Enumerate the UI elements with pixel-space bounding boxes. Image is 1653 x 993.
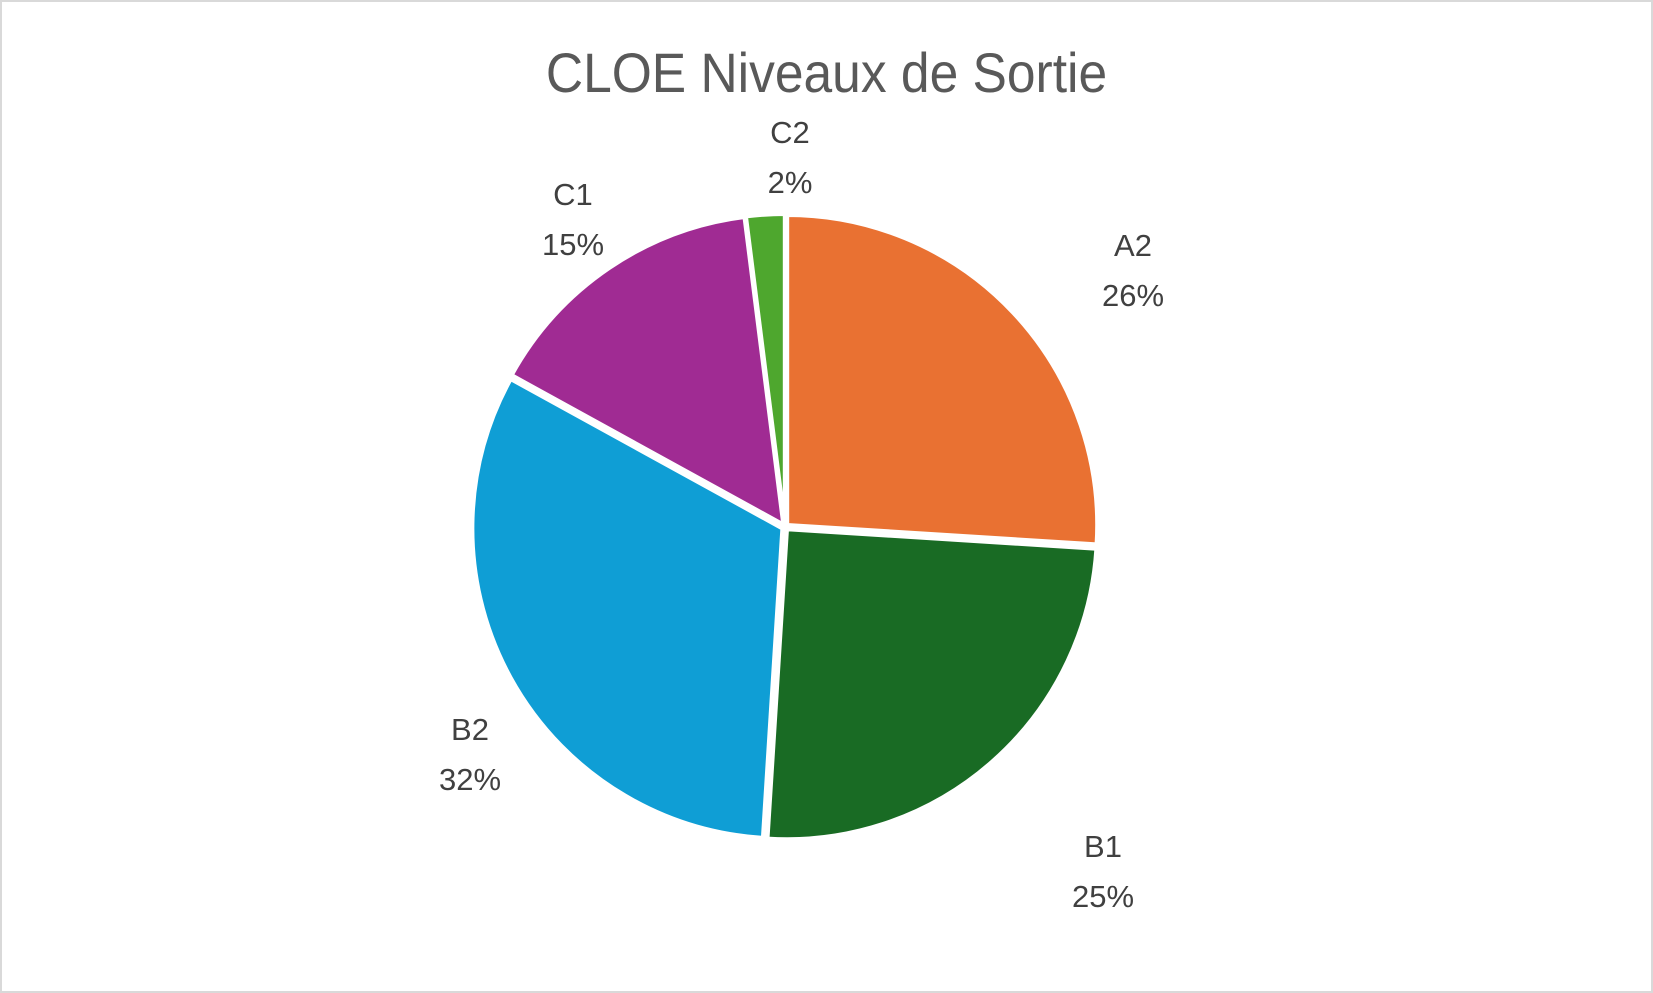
- label-c2: C2 2%: [720, 108, 860, 208]
- label-b1-name: B1: [1084, 829, 1122, 864]
- label-b2: B2 32%: [400, 705, 540, 805]
- label-b1: B1 25%: [1033, 822, 1173, 922]
- label-c2-pct: 2%: [767, 165, 813, 200]
- pie-slices: [470, 212, 1100, 842]
- label-b2-name: B2: [451, 712, 489, 747]
- pie-slice-a2: [785, 212, 1100, 547]
- pie-slice-c2: [743, 212, 787, 525]
- chart-title: CLOE Niveaux de Sortie: [545, 41, 1108, 104]
- label-a2: A2 26%: [1063, 221, 1203, 321]
- label-a2-name: A2: [1114, 228, 1152, 263]
- pie-slice-c1: [508, 214, 786, 529]
- label-c1: C1 15%: [503, 170, 643, 270]
- label-c1-name: C1: [553, 177, 593, 212]
- label-b2-pct: 32%: [438, 762, 502, 797]
- pie-slice-b2: [470, 376, 785, 840]
- label-c2-name: C2: [770, 115, 810, 150]
- label-a2-pct: 26%: [1101, 278, 1165, 313]
- pie-slice-b1: [765, 527, 1099, 842]
- label-c1-pct: 15%: [541, 227, 605, 262]
- label-b1-pct: 25%: [1071, 879, 1135, 914]
